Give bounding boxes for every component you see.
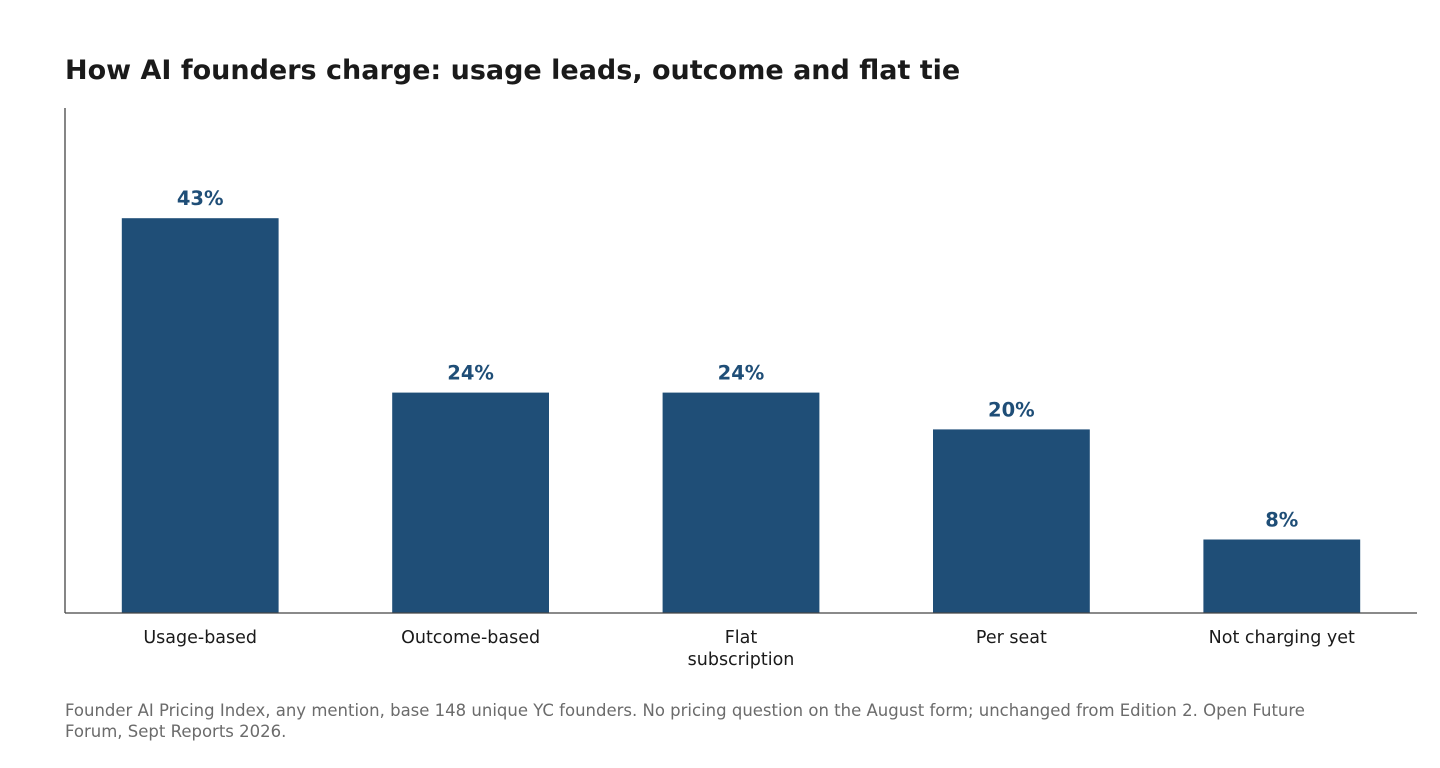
chart-title: How AI founders charge: usage leads, out… [65,55,961,86]
x-tick-label-4: Not charging yet [1209,628,1355,648]
source-note: Founder AI Pricing Index, any mention, b… [65,701,1305,741]
value-label-1: 24% [447,362,494,385]
tick-labels-layer: Usage-based Outcome-based Flat subscription… [143,628,1355,670]
bar-0 [121,218,279,613]
value-labels-layer: 43% 24% 24% 20% 8% [177,187,1298,531]
bar-4 [1203,539,1361,613]
value-label-3: 20% [988,398,1035,421]
x-tick-label-3: Per seat [976,628,1047,648]
value-label-2: 24% [718,362,765,385]
bar-1 [392,392,549,613]
value-label-0: 43% [177,187,224,210]
x-tick-label-0: Usage-based [143,628,257,648]
bar-2 [662,392,820,613]
x-tick-label-2: Flat subscription [688,628,795,670]
value-label-4: 8% [1265,509,1298,532]
x-tick-label-1: Outcome-based [401,628,540,648]
bar-3 [933,429,1090,613]
bars-layer [121,218,1361,613]
